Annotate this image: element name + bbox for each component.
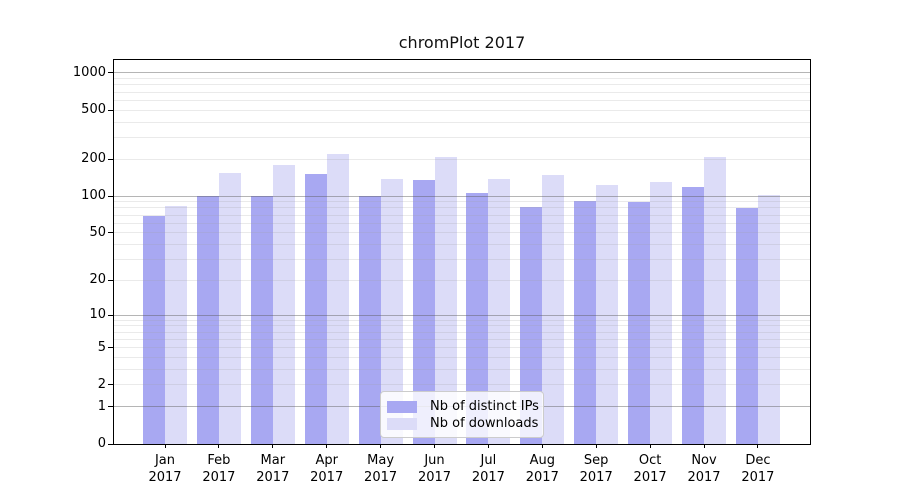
x-tick-mark-nov — [703, 444, 705, 448]
bar-ips-jul — [466, 192, 489, 444]
y-tick-label-0: 0 — [97, 436, 106, 451]
y-tick-mark-2 — [108, 384, 113, 386]
x-tick-mark-jul — [487, 444, 489, 448]
y-tick-label-5: 5 — [97, 339, 106, 355]
y-tick-mark-20 — [108, 279, 113, 281]
bar-ips-sep — [574, 200, 597, 444]
y-tick-label-10: 10 — [89, 307, 106, 323]
y-tick-label-500: 500 — [81, 102, 106, 118]
bar-ips-jun — [412, 179, 435, 444]
x-tick-mark-sep — [595, 444, 597, 448]
bar-downloads-sep — [596, 184, 619, 444]
x-tick-label-jul: Jul 2017 — [471, 453, 505, 485]
y-tick-label-20: 20 — [89, 272, 106, 288]
bar-ips-jan — [143, 215, 165, 444]
bar-ips-oct — [628, 202, 651, 444]
x-tick-label-feb: Feb 2017 — [202, 453, 236, 485]
y-tick-label-50: 50 — [89, 224, 106, 240]
x-tick-mark-may — [380, 444, 382, 448]
bar-downloads-apr — [326, 153, 349, 444]
bar-downloads-may — [380, 179, 403, 444]
y-tick-label-1000: 1000 — [72, 64, 106, 80]
plot-area — [113, 59, 811, 445]
bar-downloads-jun — [434, 156, 457, 444]
legend-label-distinct-ips: Nb of distinct IPs — [430, 399, 539, 414]
x-tick-label-jun: Jun 2017 — [417, 453, 452, 485]
x-tick-label-mar: Mar 2017 — [256, 453, 290, 485]
bar-downloads-jul — [488, 178, 511, 444]
y-tick-mark-1000 — [108, 72, 113, 74]
y-tick-mark-100 — [108, 195, 113, 197]
bars-layer — [114, 60, 810, 444]
bar-ips-aug — [520, 207, 543, 444]
x-tick-mark-aug — [541, 444, 543, 448]
y-tick-label-100: 100 — [81, 188, 106, 204]
x-tick-mark-feb — [218, 444, 220, 448]
bar-downloads-mar — [272, 164, 295, 444]
x-tick-label-nov: Nov 2017 — [687, 453, 721, 485]
bar-downloads-dec — [757, 194, 780, 444]
legend-label-downloads: Nb of downloads — [430, 416, 539, 431]
x-tick-label-jan: Jan 2017 — [148, 453, 182, 485]
bar-ips-apr — [304, 173, 327, 444]
bar-ips-feb — [196, 196, 219, 444]
legend-swatch-distinct-ips — [387, 400, 417, 413]
bar-ips-mar — [250, 196, 273, 444]
y-tick-mark-0 — [108, 443, 113, 445]
bar-downloads-oct — [650, 182, 673, 444]
x-tick-label-aug: Aug 2017 — [525, 453, 559, 485]
x-tick-mark-jan — [164, 444, 166, 448]
y-tick-mark-1 — [108, 406, 113, 408]
y-tick-label-1: 1 — [97, 398, 106, 414]
x-tick-label-apr: Apr 2017 — [310, 453, 344, 485]
chart-title: chromPlot 2017 — [398, 33, 526, 52]
y-tick-mark-500 — [108, 109, 113, 111]
x-tick-mark-dec — [757, 444, 759, 448]
y-tick-mark-5 — [108, 347, 113, 349]
bar-downloads-jan — [165, 206, 187, 444]
bar-ips-dec — [735, 207, 758, 444]
x-tick-label-may: May 2017 — [364, 453, 398, 485]
y-tick-mark-200 — [108, 158, 113, 160]
y-tick-mark-10 — [108, 314, 113, 316]
x-tick-label-oct: Oct 2017 — [633, 453, 667, 485]
x-tick-label-sep: Sep 2017 — [579, 453, 613, 485]
y-tick-mark-50 — [108, 232, 113, 234]
legend-swatch-downloads — [387, 417, 417, 430]
bar-downloads-aug — [542, 174, 565, 444]
x-tick-label-dec: Dec 2017 — [741, 453, 775, 485]
x-tick-mark-mar — [272, 444, 274, 448]
legend: Nb of distinct IPs Nb of downloads — [380, 391, 544, 438]
bar-downloads-nov — [704, 157, 726, 444]
x-tick-mark-oct — [649, 444, 651, 448]
bar-ips-nov — [682, 186, 704, 444]
bar-ips-may — [358, 196, 381, 444]
bar-downloads-feb — [218, 173, 241, 444]
legend-entry-downloads: Nb of downloads — [387, 415, 539, 432]
legend-entry-distinct-ips: Nb of distinct IPs — [387, 398, 539, 415]
x-tick-mark-apr — [326, 444, 328, 448]
y-tick-label-2: 2 — [97, 376, 106, 392]
x-tick-mark-jun — [434, 444, 435, 448]
y-tick-label-200: 200 — [81, 151, 106, 167]
